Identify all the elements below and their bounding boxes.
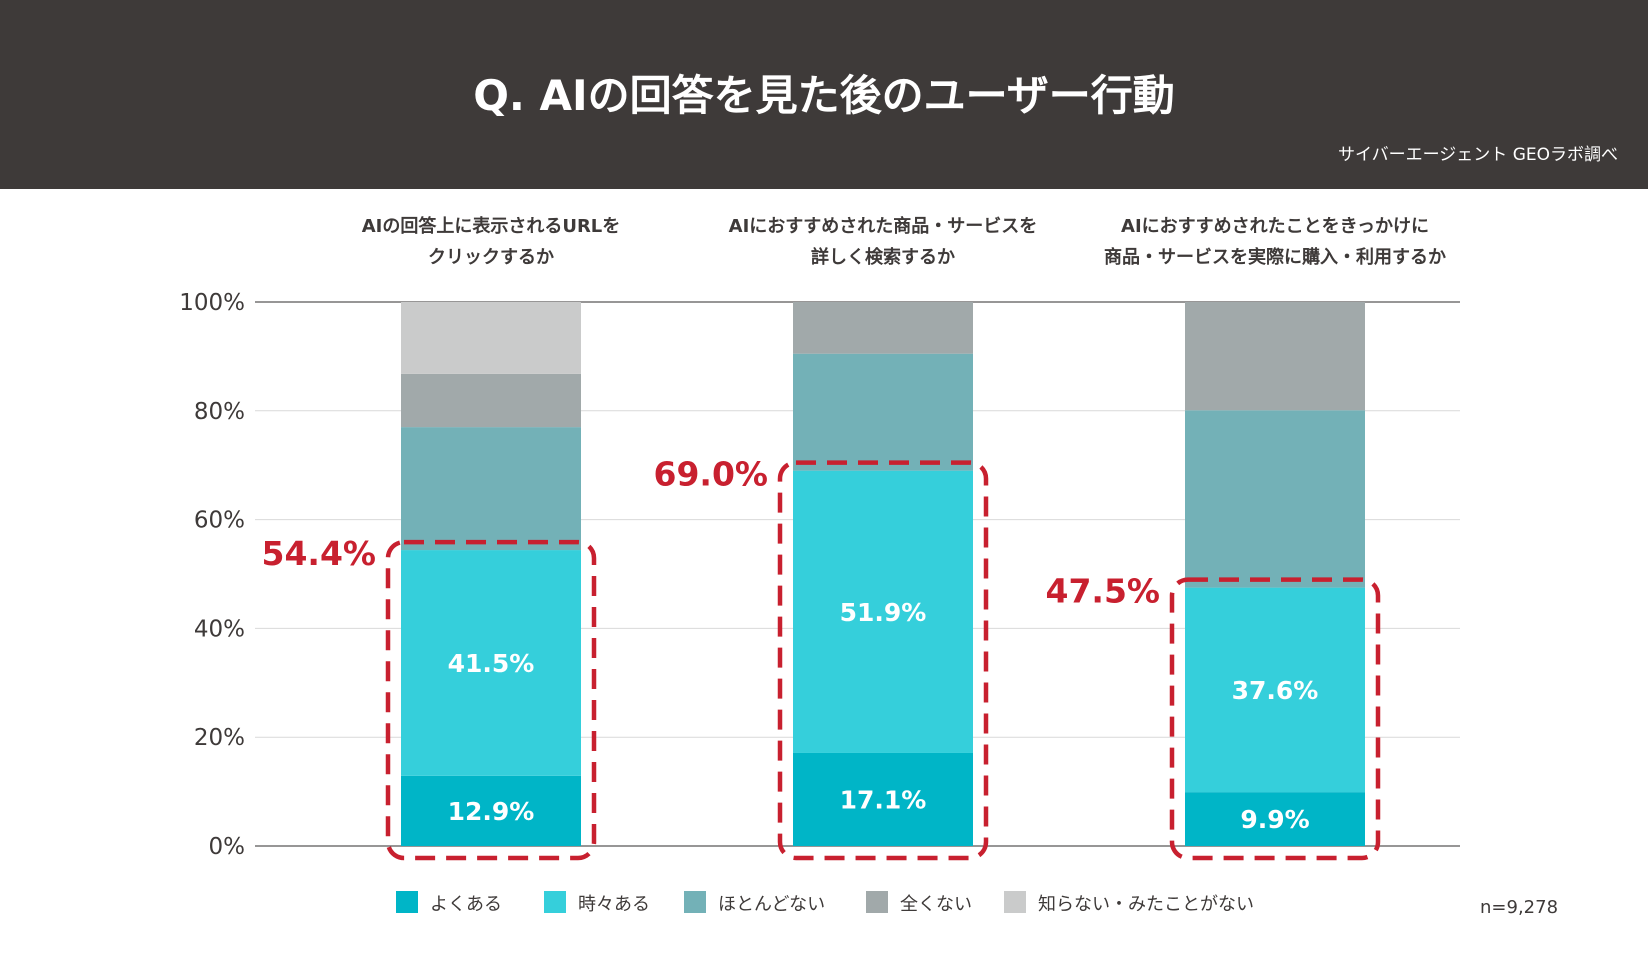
y-tick-label: 0% (209, 834, 246, 860)
category-title: クリックするか (428, 247, 554, 268)
y-tick-label: 20% (194, 725, 245, 751)
bar-segment (793, 470, 973, 753)
highlight-box (1169, 577, 1381, 861)
bar-segment (1185, 587, 1365, 793)
highlight-box (777, 460, 989, 861)
bar-segment (401, 427, 581, 551)
page-title: Q. AIの回答を見た後のユーザー行動 (473, 71, 1175, 120)
bar-segment (401, 550, 581, 776)
category-title: AIにおすすめされた商品・サービスを (729, 215, 1038, 237)
legend-swatch (544, 891, 566, 913)
bar-segment (793, 353, 973, 471)
bar-segment (1185, 792, 1365, 846)
highlight-box (385, 539, 597, 861)
legend-swatch (1004, 891, 1026, 913)
category-title: 詳しく検索するか (811, 246, 955, 268)
legend-swatch (684, 891, 706, 913)
header-banner (0, 0, 1648, 189)
stacked-bar-chart: 0% 20% 40% 60% 80% 100% AIの回答上に表示されるURLをクリックする… (179, 215, 1460, 915)
category-title: AIにおすすめされたことをきっかけに (1121, 216, 1429, 237)
bar-segment (793, 302, 973, 354)
y-tick-label: 60% (194, 508, 245, 534)
category-title: AIの回答上に表示されるURLを (362, 215, 621, 237)
highlight-total-label: 47.5% (1046, 572, 1161, 611)
bar-segment (401, 373, 581, 428)
legend-label: 全くない (900, 894, 972, 915)
data-label: 12.9% (448, 797, 535, 826)
legend-label: 知らない・みたことがない (1038, 894, 1254, 915)
legend-label: よくある (430, 894, 502, 915)
bar-segment (401, 775, 581, 846)
legend-label: ほとんどない (718, 894, 825, 915)
data-label: 17.1% (840, 785, 927, 814)
y-tick-label: 80% (194, 399, 245, 425)
data-label: 37.6% (1232, 676, 1319, 705)
category-title: 商品・サービスを実際に購入・利用するか (1104, 246, 1446, 268)
y-tick-label: 100% (179, 290, 245, 316)
bar-segment (793, 752, 973, 846)
highlight-total-label: 69.0% (654, 455, 769, 494)
sample-size-note: n=9,278 (1480, 897, 1559, 918)
legend-swatch (866, 891, 888, 913)
bar-segment (1185, 302, 1365, 411)
legend-swatch (396, 891, 418, 913)
data-label: 9.9% (1240, 805, 1309, 834)
data-label: 41.5% (448, 649, 535, 678)
source-credit: サイバーエージェント GEOラボ調べ (1337, 145, 1618, 165)
bar-segment (1185, 410, 1365, 588)
y-tick-label: 40% (194, 616, 245, 642)
highlight-total-label: 54.4% (262, 534, 377, 573)
legend-label: 時々ある (578, 894, 650, 915)
bar-segment (401, 302, 581, 374)
data-label: 51.9% (840, 598, 927, 627)
